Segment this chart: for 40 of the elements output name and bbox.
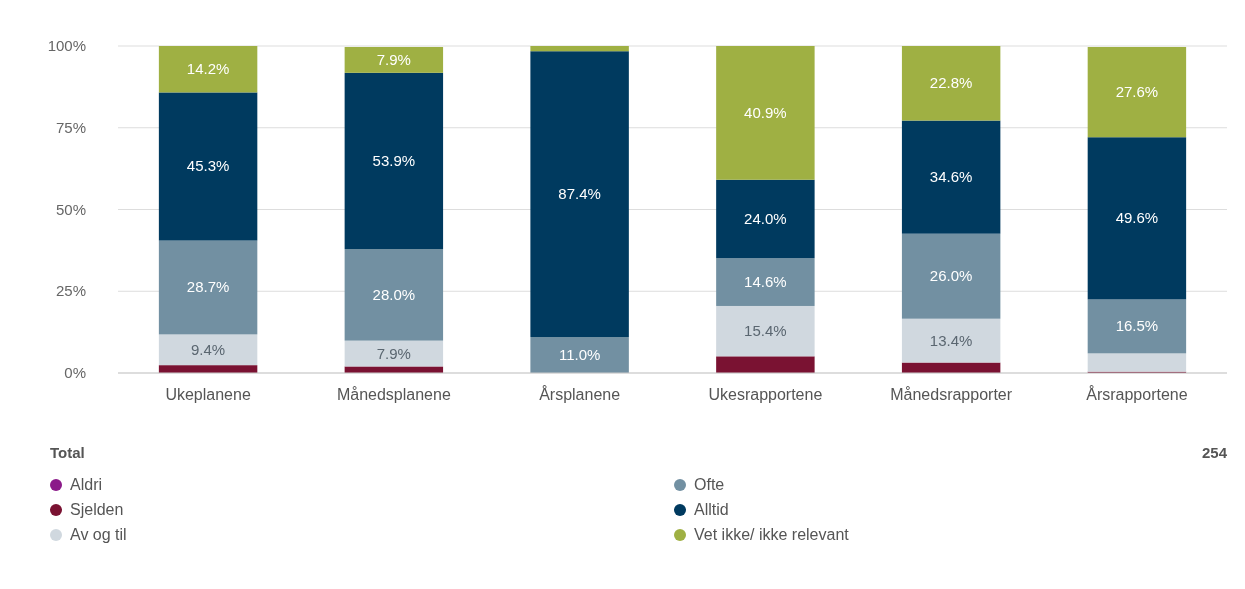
- data-label: 34.6%: [929, 168, 973, 186]
- data-label: 28.0%: [372, 285, 416, 303]
- data-label: 16.5%: [1115, 317, 1159, 335]
- legend-label: Aldri: [70, 476, 103, 493]
- y-tick-label: 50%: [55, 200, 86, 218]
- x-tick-label: Månedsplanene: [336, 386, 451, 403]
- legend-label: Vet ikke/ ikke relevant: [694, 526, 850, 543]
- data-label: 22.8%: [929, 74, 973, 92]
- data-label: 15.4%: [744, 322, 787, 340]
- data-label: 53.9%: [372, 151, 416, 169]
- data-label: 49.6%: [1115, 209, 1159, 227]
- text: 254: [1201, 444, 1228, 461]
- data-label: 14.2%: [186, 60, 230, 78]
- y-tick-label: 25%: [55, 282, 86, 300]
- data-label: 45.3%: [186, 157, 230, 175]
- y-tick-label: 100%: [47, 37, 86, 54]
- legend-title: Total: [50, 444, 85, 461]
- legend-label: Alltid: [694, 501, 729, 518]
- data-label: 7.9%: [376, 344, 411, 362]
- data-label: 14.6%: [744, 273, 787, 291]
- data-label: 87.4%: [558, 185, 601, 203]
- x-tick-label: Årsplanene: [539, 385, 621, 403]
- data-label: 9.4%: [190, 340, 226, 358]
- data-label: 27.6%: [1115, 83, 1159, 101]
- y-tick-label: 0%: [64, 364, 86, 381]
- data-label: 40.9%: [744, 103, 787, 121]
- legend-label: Av og til: [70, 526, 127, 543]
- legend-label: Ofte: [694, 476, 725, 493]
- data-label: 26.0%: [929, 267, 973, 285]
- data-label: 24.0%: [744, 209, 787, 227]
- data-label: 28.7%: [186, 278, 230, 296]
- data-label: 11.0%: [558, 346, 601, 364]
- x-tick-label: Ukeplanene: [165, 386, 251, 403]
- x-tick-label: Ukesrapportene: [708, 386, 823, 403]
- x-tick-label: Årsrapportene: [1086, 385, 1188, 403]
- data-label: 13.4%: [929, 331, 973, 349]
- legend-label: Sjelden: [70, 501, 124, 518]
- y-tick-label: 75%: [55, 118, 86, 136]
- data-label: 7.9%: [376, 50, 411, 68]
- x-tick-label: Månedsrapporter: [890, 386, 1013, 403]
